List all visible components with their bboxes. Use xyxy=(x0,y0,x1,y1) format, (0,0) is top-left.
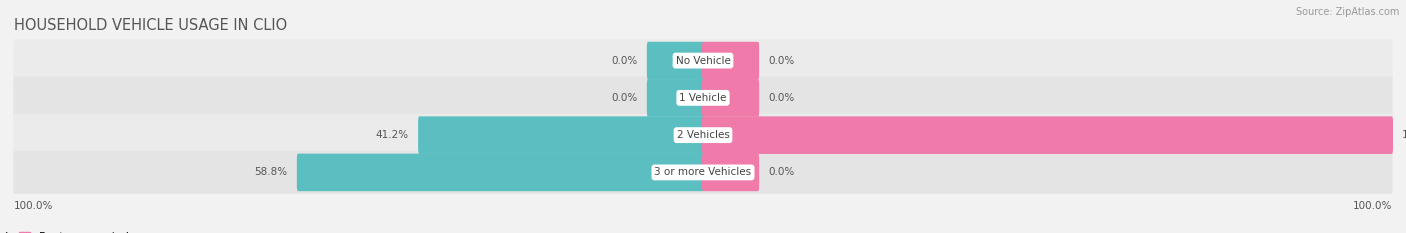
Text: HOUSEHOLD VEHICLE USAGE IN CLIO: HOUSEHOLD VEHICLE USAGE IN CLIO xyxy=(14,18,287,33)
FancyBboxPatch shape xyxy=(702,79,759,117)
Text: 0.0%: 0.0% xyxy=(769,93,794,103)
FancyBboxPatch shape xyxy=(702,42,759,79)
Text: 58.8%: 58.8% xyxy=(254,168,288,177)
Text: No Vehicle: No Vehicle xyxy=(675,56,731,65)
FancyBboxPatch shape xyxy=(647,42,704,79)
FancyBboxPatch shape xyxy=(702,154,759,191)
FancyBboxPatch shape xyxy=(647,79,704,117)
Text: 1 Vehicle: 1 Vehicle xyxy=(679,93,727,103)
Text: 41.2%: 41.2% xyxy=(375,130,409,140)
FancyBboxPatch shape xyxy=(702,116,1393,154)
Text: 0.0%: 0.0% xyxy=(612,93,637,103)
Text: 100.0%: 100.0% xyxy=(1353,202,1392,212)
Text: 0.0%: 0.0% xyxy=(612,56,637,65)
Text: 100.0%: 100.0% xyxy=(14,202,53,212)
Legend: Owner-occupied, Renter-occupied: Owner-occupied, Renter-occupied xyxy=(0,232,131,233)
Text: 0.0%: 0.0% xyxy=(769,56,794,65)
FancyBboxPatch shape xyxy=(14,39,1392,82)
FancyBboxPatch shape xyxy=(297,154,704,191)
Text: Source: ZipAtlas.com: Source: ZipAtlas.com xyxy=(1295,7,1399,17)
FancyBboxPatch shape xyxy=(418,116,704,154)
Text: 3 or more Vehicles: 3 or more Vehicles xyxy=(654,168,752,177)
FancyBboxPatch shape xyxy=(14,151,1392,194)
Text: 0.0%: 0.0% xyxy=(769,168,794,177)
Text: 100.0%: 100.0% xyxy=(1402,130,1406,140)
Text: 2 Vehicles: 2 Vehicles xyxy=(676,130,730,140)
FancyBboxPatch shape xyxy=(14,114,1392,157)
FancyBboxPatch shape xyxy=(14,76,1392,119)
